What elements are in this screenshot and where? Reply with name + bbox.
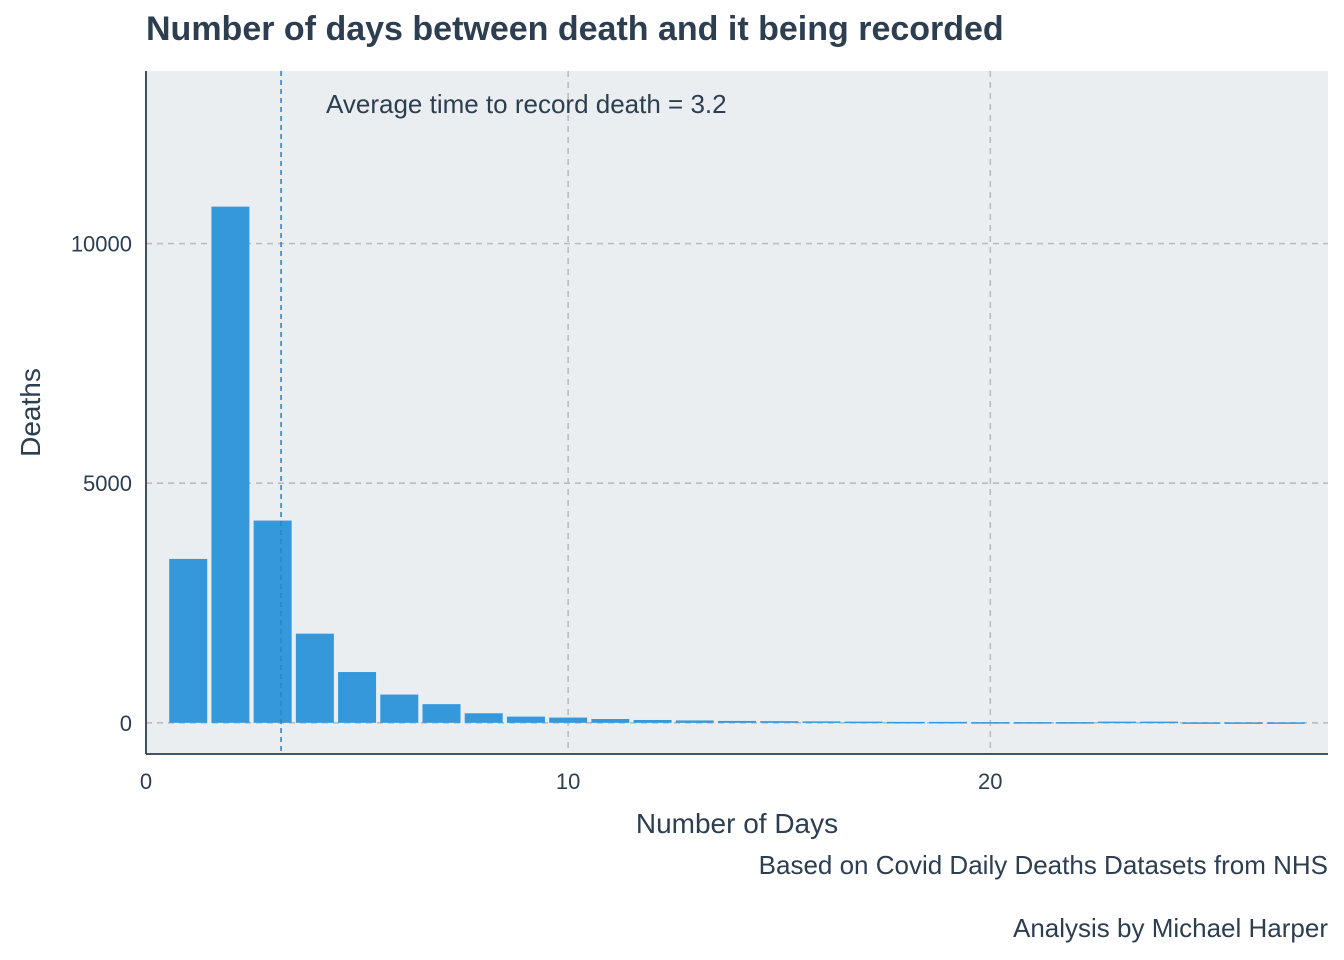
bar bbox=[760, 721, 799, 723]
bar bbox=[169, 558, 208, 723]
bar bbox=[844, 721, 883, 724]
bar bbox=[295, 633, 334, 723]
y-tick-label: 10000 bbox=[71, 232, 132, 257]
bar bbox=[506, 716, 545, 723]
chart-title: Number of days between death and it bein… bbox=[146, 10, 1004, 48]
bar bbox=[380, 694, 419, 723]
bar bbox=[1013, 722, 1052, 724]
bar bbox=[1097, 721, 1136, 724]
source-caption: Based on Covid Daily Deaths Datasets fro… bbox=[758, 850, 1328, 880]
y-axis-label: Deaths bbox=[15, 368, 46, 457]
bar bbox=[211, 206, 250, 723]
bar bbox=[1055, 722, 1094, 724]
bar bbox=[1182, 722, 1221, 724]
bar bbox=[253, 520, 292, 723]
x-tick-label: 0 bbox=[140, 769, 152, 794]
bar bbox=[591, 719, 630, 723]
bar bbox=[422, 704, 461, 723]
bar bbox=[1140, 721, 1179, 724]
bar bbox=[718, 720, 756, 723]
x-tick-label: 20 bbox=[978, 769, 1002, 794]
tick-labels: 0 10 20 0 5000 10000 bbox=[71, 232, 1003, 794]
bar bbox=[1224, 722, 1263, 724]
bar bbox=[464, 713, 503, 723]
axes bbox=[145, 71, 1328, 755]
bar bbox=[886, 721, 925, 724]
bar bbox=[971, 722, 1010, 724]
y-tick-label: 5000 bbox=[83, 471, 132, 496]
bar bbox=[549, 717, 588, 723]
x-axis-label: Number of Days bbox=[636, 808, 838, 839]
bar bbox=[929, 721, 968, 724]
plot-panel bbox=[146, 71, 1328, 754]
bar bbox=[675, 720, 714, 723]
bar bbox=[802, 721, 841, 723]
y-tick-label: 0 bbox=[120, 711, 132, 736]
author-caption: Analysis by Michael Harper bbox=[1012, 913, 1328, 943]
average-annotation: Average time to record death = 3.2 bbox=[326, 89, 727, 119]
x-tick-label: 10 bbox=[556, 769, 580, 794]
bar bbox=[633, 719, 672, 723]
bar bbox=[338, 672, 377, 723]
bar bbox=[1266, 722, 1305, 724]
bars bbox=[169, 206, 1305, 724]
